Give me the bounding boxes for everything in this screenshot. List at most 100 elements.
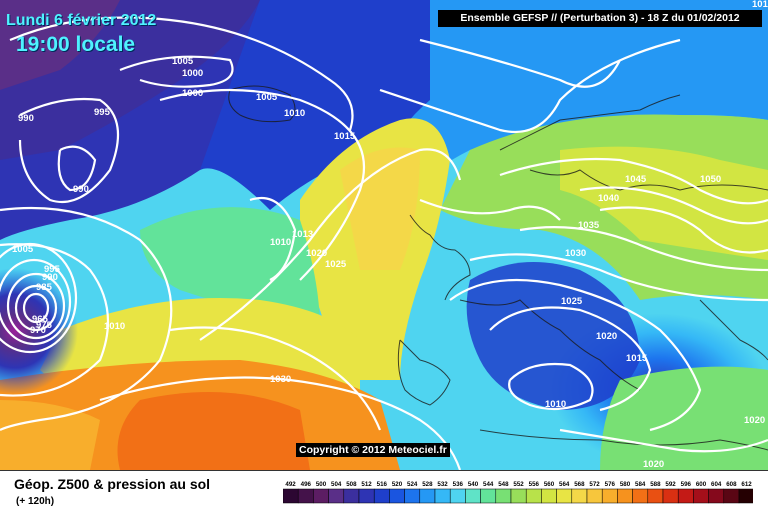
- legend-tick-label: 492: [285, 481, 296, 488]
- pressure-label: 970: [30, 325, 46, 336]
- legend-swatch: [358, 488, 375, 504]
- legend-tick-label: 564: [559, 481, 570, 488]
- legend-tick-label: 568: [574, 481, 585, 488]
- pressure-label: 985: [36, 282, 53, 293]
- pressure-label: 1025: [561, 296, 583, 307]
- legend-tick-label: 596: [681, 481, 692, 488]
- color-scale-legend: 492 496 500 504 508 512 516 520 524 528 532 536 540 5…: [283, 481, 753, 504]
- legend-tick-label: 552: [513, 481, 524, 488]
- legend-swatch: [525, 488, 542, 504]
- pressure-label: 1050: [700, 174, 721, 185]
- legend-swatch: [647, 488, 664, 504]
- geopotential-map: 1005 1000 1000 1005 995 990 990 1010 101…: [0, 0, 768, 470]
- chart-caption: Géop. Z500 & pression au sol: [14, 476, 211, 492]
- pressure-label: 1005: [256, 92, 278, 103]
- legend-tick-label: 496: [301, 481, 312, 488]
- pressure-label: 975: [36, 320, 53, 331]
- legend-swatch: [677, 488, 694, 504]
- legend-tick-label: 612: [741, 481, 752, 488]
- pressure-label: 995: [94, 107, 111, 118]
- legend-swatch: [556, 488, 573, 504]
- legend-tick-label: 588: [650, 481, 661, 488]
- legend-tick-label: 540: [468, 481, 479, 488]
- legend-swatch: [738, 488, 753, 504]
- isobar-low-3: [6, 272, 66, 340]
- pressure-label: 990: [73, 184, 89, 195]
- legend-swatch: [404, 488, 421, 504]
- pressure-label: 1025: [325, 259, 347, 270]
- legend-swatch: [586, 488, 603, 504]
- pressure-label: 1020: [306, 248, 327, 259]
- pressure-label: 1015: [334, 131, 356, 142]
- legend-swatch: [343, 488, 360, 504]
- legend-tick-label: 608: [726, 481, 737, 488]
- pressure-label: 1020: [744, 415, 765, 426]
- legend-tick-label: 600: [696, 481, 707, 488]
- field-arctic-band: [390, 0, 768, 200]
- pressure-label: 1010: [545, 399, 566, 410]
- isobar-low-1: [22, 292, 50, 324]
- field-north-deep: [0, 0, 120, 90]
- legend-swatch: [708, 488, 725, 504]
- pressure-label: 995: [44, 264, 61, 275]
- legend-tick-label: 500: [316, 481, 327, 488]
- legend-tick-label: 524: [407, 481, 418, 488]
- legend-tick-label: 580: [620, 481, 631, 488]
- legend-swatch: [434, 488, 451, 504]
- pressure-label: 990: [42, 272, 58, 283]
- pressure-label: 1045: [625, 174, 647, 185]
- pressure-label: 965: [32, 314, 49, 325]
- legend-tick-label: 536: [453, 481, 464, 488]
- legend-swatch: [693, 488, 709, 504]
- legend-swatch: [601, 488, 618, 504]
- legend-swatch: [297, 488, 314, 504]
- isobar-low-2: [14, 284, 58, 332]
- pressure-label: 1015: [752, 0, 768, 10]
- forecast-date: Lundi 6 février 2012: [6, 12, 157, 29]
- pressure-label: 1010: [284, 108, 305, 119]
- legend-tick-label: 592: [665, 481, 676, 488]
- legend-swatch: [480, 488, 497, 504]
- isobar-labels: 1005 1000 1000 1005 995 990 990 1010 101…: [12, 0, 768, 470]
- legend-swatch: [723, 488, 740, 504]
- legend-swatch: [465, 488, 481, 504]
- legend-tick-label: 512: [361, 481, 372, 488]
- legend-tick-label: 572: [589, 481, 600, 488]
- legend-tick-label: 556: [529, 481, 540, 488]
- pressure-label: 1040: [598, 193, 619, 204]
- legend-swatch: [495, 488, 512, 504]
- pressure-label: 990: [18, 113, 34, 124]
- field-west-low: [0, 130, 300, 430]
- legend-swatch: [373, 488, 390, 504]
- pressure-label: 1005: [12, 244, 34, 255]
- forecast-lead-time: (+ 120h): [16, 496, 55, 507]
- pressure-label: 1005: [172, 56, 194, 67]
- pressure-label: 1010: [270, 237, 291, 248]
- legend-tick-label: 576: [605, 481, 616, 488]
- legend-swatch: [541, 488, 557, 504]
- pressure-label: 1010: [104, 321, 125, 332]
- legend-swatch: [510, 488, 527, 504]
- legend-swatch: [632, 488, 649, 504]
- legend-swatch: [328, 488, 345, 504]
- pressure-label: 1020: [596, 331, 617, 342]
- legend-tick-label: 508: [346, 481, 357, 488]
- pressure-label: 1030: [270, 374, 291, 385]
- isobars: [0, 16, 768, 470]
- legend-tick-label: 528: [422, 481, 433, 488]
- legend-tick-label: 504: [331, 481, 342, 488]
- field-se-green: [600, 366, 768, 470]
- legend-tick-label: 584: [635, 481, 646, 488]
- pressure-label: 1035: [578, 220, 600, 231]
- model-run-banner: Ensemble GEFSP // (Perturbation 3) - 18 …: [438, 10, 762, 27]
- pressure-label: 1013: [292, 229, 313, 240]
- legend-tick-label: 520: [392, 481, 403, 488]
- pressure-label: 1030: [565, 248, 586, 259]
- legend-tick-label: 544: [483, 481, 494, 488]
- pressure-label: 1000: [182, 88, 203, 99]
- legend-swatch: [449, 488, 466, 504]
- legend-swatch: [662, 488, 679, 504]
- legend-swatch: [283, 488, 299, 504]
- isobar-low-4: [0, 258, 72, 346]
